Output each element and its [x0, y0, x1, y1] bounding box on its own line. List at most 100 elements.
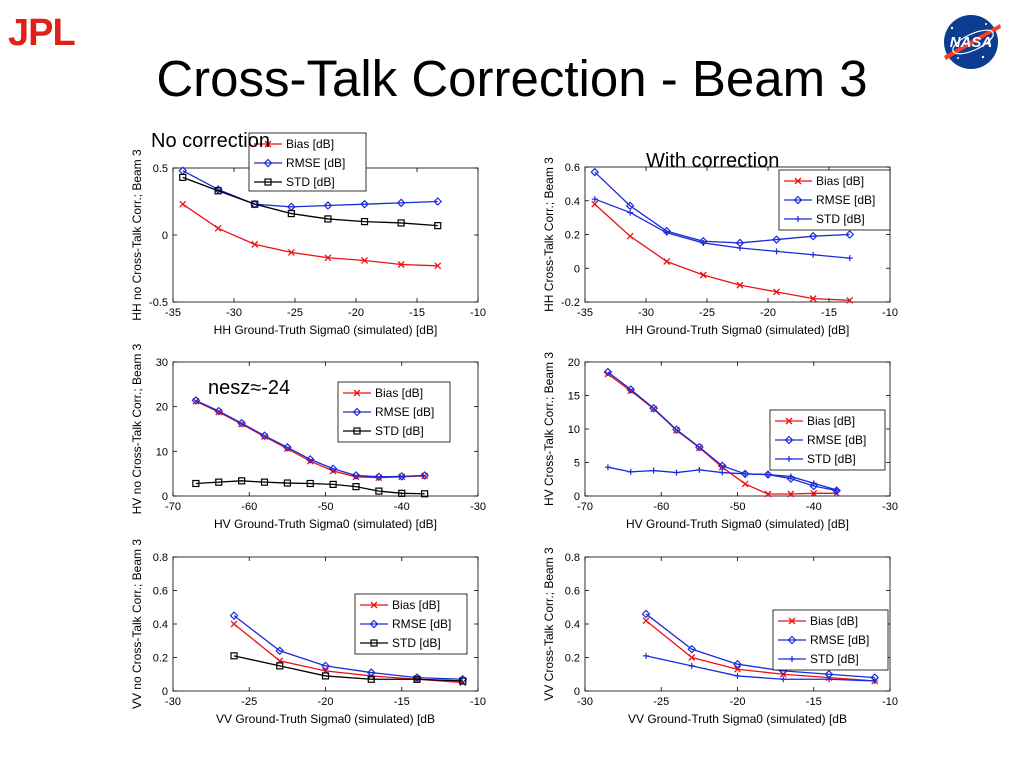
legend-marker: [353, 389, 361, 397]
data-point: [673, 469, 680, 476]
x-tick-label: -10: [882, 307, 898, 319]
data-point: [736, 281, 744, 289]
y-tick-label: 0: [574, 491, 580, 503]
y-tick-label: 0.2: [565, 653, 580, 665]
x-tick-label: -25: [287, 307, 303, 319]
series-line: [645, 620, 875, 682]
data-point: [179, 173, 187, 181]
data-point: [591, 200, 599, 208]
series-line: [607, 371, 837, 492]
data-point: [672, 425, 681, 435]
series-1: [591, 200, 854, 304]
x-tick-label: -10: [470, 696, 486, 708]
data-point: [772, 235, 781, 244]
data-point: [276, 662, 284, 670]
legend-label: STD [dB]: [807, 452, 856, 466]
y-tick-label: 0: [162, 230, 168, 242]
x-tick-label: -40: [806, 501, 822, 513]
x-tick-label: -60: [653, 501, 669, 513]
legend-marker: [793, 195, 803, 205]
data-point: [733, 659, 742, 669]
series-line: [594, 198, 850, 259]
data-point: [833, 486, 840, 493]
legend-marker: [788, 617, 796, 625]
series-line: [182, 176, 438, 227]
data-point: [434, 222, 442, 230]
data-point: [323, 201, 333, 210]
x-tick-label: -20: [318, 696, 334, 708]
chart-vv-with-correction: -30 -25 -20 -15 -10 0 0.2 0.4 0.6 0.8 VV Ground-Tr…: [542, 547, 898, 726]
data-point: [603, 367, 613, 377]
series-line: [645, 655, 875, 682]
data-point: [321, 672, 330, 680]
y-tick-label: 10: [568, 424, 580, 436]
data-point: [396, 198, 406, 208]
data-point: [306, 479, 314, 488]
data-point: [871, 677, 878, 684]
data-point: [717, 461, 727, 471]
legend-label: Bias [dB]: [816, 174, 864, 188]
x-tick-label: -25: [699, 307, 715, 319]
legend-marker: [370, 639, 378, 647]
x-axis-label: VV Ground-Truth Sigma0 (simulated) [dB: [628, 712, 847, 726]
legend-marker: [787, 635, 797, 645]
data-point: [397, 261, 405, 268]
y-tick-label: -0.2: [561, 297, 580, 309]
series-3: [230, 652, 467, 685]
data-point: [237, 418, 246, 428]
data-point: [687, 644, 697, 654]
data-point: [719, 469, 726, 476]
data-point: [420, 471, 429, 480]
data-point: [846, 255, 853, 262]
x-tick-label: -15: [806, 696, 822, 708]
data-point: [591, 196, 598, 203]
data-point: [260, 478, 269, 486]
data-point: [413, 675, 421, 683]
legend-marker: [794, 177, 802, 185]
data-point: [695, 442, 704, 452]
legend: Bias [dB] RMSE [dB] STD [dB]: [769, 409, 886, 471]
x-axis-label: VV Ground-Truth Sigma0 (simulated) [dB: [216, 712, 435, 726]
data-point: [229, 611, 239, 620]
data-point: [845, 230, 855, 239]
data-point: [287, 209, 295, 218]
legend-label: STD [dB]: [392, 636, 441, 650]
y-tick-label: 0.4: [565, 196, 580, 208]
x-tick-label: -20: [348, 307, 364, 319]
data-point: [626, 385, 636, 394]
x-tick-label: -35: [165, 307, 181, 319]
data-point: [324, 215, 332, 223]
data-point: [361, 257, 368, 264]
x-tick-label: -20: [730, 696, 746, 708]
data-point: [604, 464, 611, 471]
data-point: [306, 457, 314, 465]
data-point: [283, 442, 292, 452]
chart-vv-no-correction: -30 -25 -20 -15 -10 0 0.2 0.4 0.6 0.8 VV Ground-Tr…: [130, 539, 486, 726]
slide-title: Cross-Talk Correction - Beam 3: [156, 50, 868, 107]
data-point: [321, 661, 330, 671]
x-tick-label: -30: [470, 501, 486, 513]
data-point: [397, 471, 407, 481]
data-point: [367, 675, 375, 683]
data-point: [275, 646, 285, 656]
legend-marker: [264, 178, 272, 186]
data-point: [328, 464, 338, 474]
series-line: [233, 655, 463, 682]
x-tick-label: -50: [318, 501, 334, 513]
data-point: [433, 197, 443, 206]
legend: Bias [dB] RMSE [dB] STD [dB]: [337, 381, 451, 443]
data-point: [260, 431, 269, 441]
legend-label: Bias [dB]: [810, 614, 858, 628]
x-tick-label: -15: [821, 307, 837, 319]
y-tick-label: 0: [574, 263, 580, 275]
series-1: [179, 200, 442, 270]
series-line: [182, 203, 438, 267]
x-tick-label: -10: [882, 696, 898, 708]
jpl-logo-text: JPL: [8, 12, 75, 50]
y-tick-label: 0: [162, 686, 168, 698]
y-tick-label: 0.4: [565, 619, 580, 631]
y-tick-label: 10: [156, 446, 168, 458]
y-tick-label: 0.5: [153, 163, 168, 175]
data-point: [650, 467, 657, 474]
data-point: [214, 224, 222, 232]
